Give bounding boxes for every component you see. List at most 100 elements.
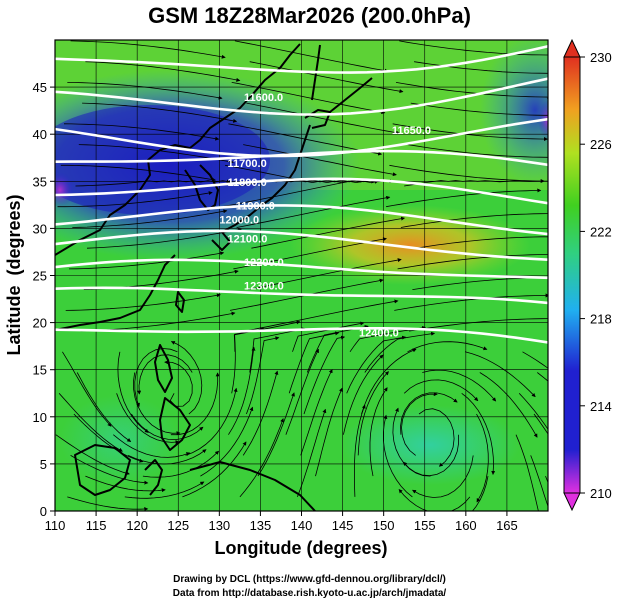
x-tick-label-125: 125: [167, 518, 189, 533]
contour-label-1: 11650.0: [392, 125, 431, 137]
streamline-62: [62, 351, 112, 427]
streamline-61: [537, 372, 548, 382]
streamline-40: [361, 348, 417, 415]
streamline-72: [244, 299, 399, 332]
coast-sulawesi: [144, 459, 163, 496]
x-tick-label-160: 160: [455, 518, 477, 533]
streamline-73: [409, 318, 548, 332]
contour-line-0: [55, 45, 548, 74]
coast-borneo: [74, 444, 131, 496]
streamline-98: [78, 144, 234, 164]
credit-drawing: Drawing by DCL (https://www.gfd-dennou.o…: [173, 574, 446, 585]
credit-data: Data from http://database.rish.kyoto-u.a…: [172, 588, 447, 599]
contour-line-9: [55, 326, 548, 344]
colorbar-label-214: 214: [590, 399, 612, 414]
streamline-52: [518, 393, 548, 430]
streamline-32: [400, 392, 458, 435]
streamline-88: [400, 213, 548, 228]
temperature-shading: [55, 40, 548, 511]
colorbar-bottom-cap: [563, 492, 581, 512]
y-tick-label-10: 10: [33, 410, 47, 425]
streamline-97: [389, 164, 545, 184]
streamline-7: [398, 488, 471, 511]
streamline-35: [73, 413, 144, 463]
y-tick-label-20: 20: [33, 316, 47, 331]
y-tick-label-40: 40: [33, 127, 47, 142]
x-tick-label-165: 165: [496, 518, 518, 533]
streamline-23: [401, 392, 438, 456]
streamline-84: [251, 216, 406, 249]
contour-line-5: [55, 204, 548, 236]
streamline-101: [63, 123, 220, 141]
streamline-99: [243, 144, 397, 177]
streamline-34: [515, 434, 539, 511]
wind-streamlines: [55, 40, 548, 511]
streamline-109: [395, 82, 548, 100]
cyan-tropics: [340, 405, 520, 485]
x-tick-label-145: 145: [332, 518, 354, 533]
streamline-11: [257, 392, 295, 477]
streamline-2: [182, 441, 247, 498]
x-tick-label-120: 120: [126, 518, 148, 533]
streamline-110: [85, 61, 241, 82]
streamline-17: [70, 455, 149, 485]
x-axis-label: Longitude (degrees): [214, 538, 387, 558]
streamline-20: [242, 370, 279, 456]
contour-label-9: 12400.0: [359, 328, 399, 340]
streamline-86: [72, 209, 228, 228]
streamline-112: [414, 61, 548, 74]
streamline-26: [55, 434, 130, 475]
streamline-80: [68, 251, 225, 270]
coast-luzon: [154, 344, 173, 393]
coast-philippines-south: [159, 397, 191, 451]
streamline-12: [315, 387, 343, 477]
x-axis: 110 115 120 125 130 135 140 145 150 155 160 165: [45, 511, 518, 533]
colorbar: 210 214 218 222 226 230: [563, 38, 612, 512]
x-tick-label-115: 115: [86, 518, 107, 533]
streamline-8: [85, 475, 166, 493]
colorbar-top-cap: [563, 38, 581, 58]
streamline-0: [67, 496, 149, 511]
contour-line-2: [55, 117, 548, 158]
coast-china-south: [55, 254, 176, 331]
coast-taiwan: [175, 291, 185, 313]
x-tick-label-140: 140: [291, 518, 313, 533]
y-tick-label-5: 5: [40, 457, 47, 472]
contour-line-4: [55, 177, 548, 205]
streamline-37: [170, 341, 203, 415]
streamline-78: [248, 258, 402, 290]
streamline-113: [70, 40, 226, 59]
streamline-106: [410, 102, 548, 116]
y-tick-label-15: 15: [33, 363, 47, 378]
streamline-22: [357, 371, 389, 456]
coast-sakhalin: [311, 44, 321, 101]
streamline-50: [403, 379, 479, 402]
streamline-1: [124, 481, 205, 499]
streamline-10: [200, 406, 254, 477]
streamline-60: [479, 372, 538, 438]
streamline-82: [397, 254, 548, 270]
streamline-63: [117, 351, 149, 433]
streamline-25: [530, 455, 548, 508]
y-tick-label-30: 30: [33, 221, 47, 236]
streamline-31: [343, 354, 384, 435]
contour-label-5: 12000.0: [219, 215, 259, 227]
colorbar-label-230: 230: [590, 50, 612, 65]
streamline-104: [82, 102, 238, 123]
contour-label-2: 11700.0: [228, 158, 267, 170]
streamline-53: [76, 372, 132, 442]
streamline-85: [415, 236, 548, 249]
coast-japan-honshu: [221, 124, 311, 233]
coast-asia-mainland: [55, 43, 301, 256]
colorbar-body: [563, 56, 581, 494]
contour-line-7: [55, 258, 548, 280]
streamline-66: [292, 321, 365, 352]
streamline-69: [464, 351, 536, 398]
streamline-24: [412, 455, 474, 498]
streamline-42: [476, 413, 489, 503]
streamline-87: [236, 195, 391, 228]
x-tick-label-150: 150: [373, 518, 395, 533]
y-tick-label-45: 45: [33, 80, 47, 95]
contour-label-0: 11600.0: [244, 92, 283, 104]
